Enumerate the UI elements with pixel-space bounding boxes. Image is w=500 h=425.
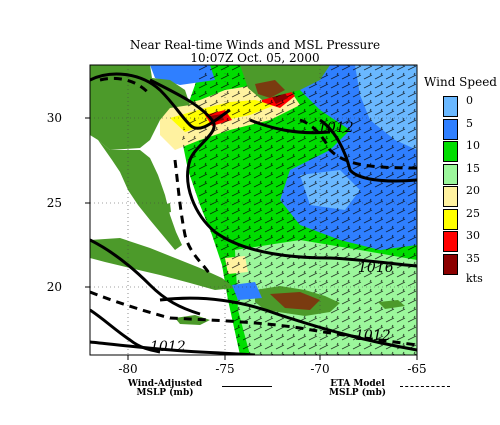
y-tick-label: 30: [46, 111, 62, 125]
legend-label: 15: [466, 161, 480, 175]
footer-dashed-label-1: ETA Model: [330, 379, 385, 389]
legend-label: 5: [466, 116, 473, 130]
legend-label: 35: [466, 251, 480, 265]
map-title: Near Real-time Winds and MSL Pressure: [129, 38, 381, 52]
legend-label: 30: [466, 229, 480, 242]
dashed-line-key: [400, 386, 450, 387]
legend-swatch: [443, 208, 458, 230]
legend-label: 0: [466, 94, 473, 107]
footer-dashed-label-2: MSLP (mb): [328, 388, 387, 398]
footer-solid-label-2: MSLP (mb): [136, 388, 194, 398]
x-tick-label: -65: [407, 362, 427, 376]
solid-line-key: [222, 386, 272, 387]
land-bahamas: [163, 203, 171, 213]
legend-swatch: [443, 253, 458, 275]
land-mountains-us: [255, 80, 285, 98]
wind-barbs: [182, 65, 417, 355]
x-tick-label: -70: [310, 362, 330, 376]
legend-swatch: [443, 231, 458, 252]
isobar-label: 1012: [318, 120, 354, 136]
legend-label: 20: [466, 184, 480, 197]
wind-adjusted-isobars: [90, 72, 417, 355]
y-tick-label: 25: [46, 196, 62, 210]
legend-label: 25: [466, 206, 480, 220]
eta-model-isobars: [90, 76, 417, 347]
legend-swatch: [443, 186, 458, 207]
footer-solid-label-1: Wind-Adjusted: [127, 379, 203, 389]
map-subtitle: 10:07Z Oct. 05, 2000: [190, 51, 320, 65]
legend-unit: kts: [466, 272, 483, 285]
legend-swatch: [443, 96, 458, 117]
x-tick-label: -75: [215, 362, 235, 376]
land-cuba: [90, 238, 235, 290]
land-puerto-rico: [378, 300, 405, 309]
axis-ticks: [85, 117, 418, 360]
isobar-label: 1012: [150, 339, 186, 355]
land-jamaica: [175, 315, 210, 325]
isobar-label: 1016: [358, 260, 394, 276]
shallow-bank: [232, 282, 262, 300]
land-florida: [98, 140, 182, 250]
legend-swatch: [443, 118, 458, 140]
y-tick-label: 20: [46, 280, 62, 294]
land-hispaniola-mountains: [270, 292, 320, 310]
legend-swatch: [443, 163, 458, 185]
legend-swatch: [443, 141, 458, 162]
isobar-label: 1012: [355, 328, 391, 344]
map-frame: [89, 64, 418, 356]
legend-title: Wind Speed: [424, 75, 497, 89]
legend-label: 10: [466, 139, 480, 152]
x-tick-label: -80: [118, 362, 138, 376]
